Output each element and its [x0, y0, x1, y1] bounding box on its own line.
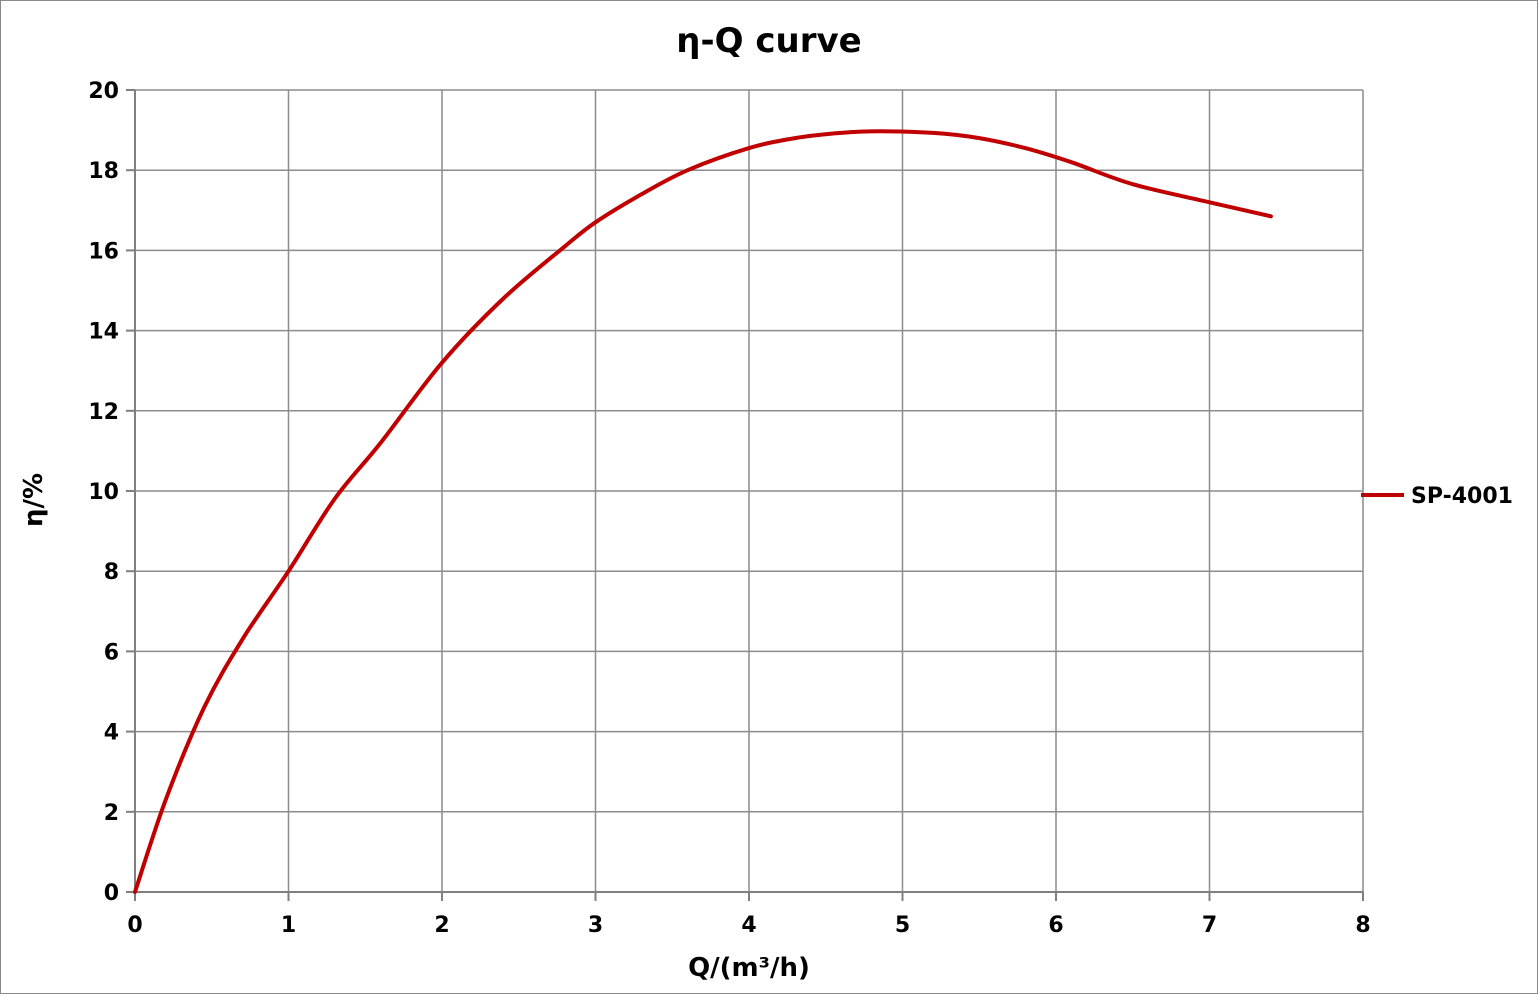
x-tick-label: 8	[1355, 913, 1370, 938]
axes	[126, 89, 1364, 901]
y-tick-label: 18	[88, 159, 119, 184]
y-tick-label: 14	[88, 320, 119, 345]
x-tick-label: 0	[127, 913, 142, 938]
y-axis-label: η/%	[19, 473, 49, 527]
series-line	[133, 129, 1273, 894]
legend: SP-4001	[1361, 484, 1513, 509]
y-tick-label: 6	[104, 640, 119, 665]
y-tick-label: 10	[88, 480, 119, 505]
grid	[135, 89, 1364, 892]
chart-title: η-Q curve	[676, 21, 861, 61]
x-tick-label: 4	[741, 913, 756, 938]
x-tick-label: 5	[895, 913, 910, 938]
y-tick-label: 2	[104, 801, 119, 826]
x-tick-label: 3	[588, 913, 603, 938]
y-tick-label: 16	[88, 239, 119, 264]
x-tick-label: 7	[1202, 913, 1217, 938]
y-tick-label: 4	[104, 721, 119, 746]
legend-label: SP-4001	[1411, 484, 1513, 509]
x-tick-label: 1	[281, 913, 296, 938]
x-tick-label: 2	[434, 913, 449, 938]
y-tick-label: 8	[104, 560, 119, 585]
x-tick-label: 6	[1048, 913, 1063, 938]
y-tick-label: 12	[88, 400, 119, 425]
series	[133, 129, 1273, 894]
x-axis-label: Q/(m³/h)	[688, 953, 810, 983]
y-tick-label: 20	[88, 79, 119, 104]
y-tick-label: 0	[104, 881, 119, 906]
